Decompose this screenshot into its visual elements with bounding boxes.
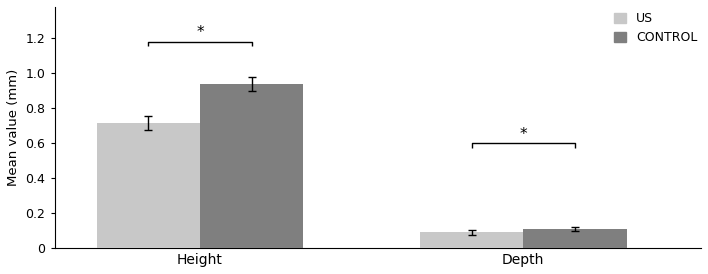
Bar	[200, 84, 304, 248]
Bar	[523, 229, 627, 248]
Bar	[420, 232, 523, 248]
Text: *: *	[520, 127, 527, 142]
Bar	[96, 123, 200, 248]
Y-axis label: Mean value (mm): Mean value (mm)	[7, 69, 20, 186]
Text: *: *	[196, 25, 204, 40]
Legend: US, CONTROL: US, CONTROL	[610, 8, 701, 48]
